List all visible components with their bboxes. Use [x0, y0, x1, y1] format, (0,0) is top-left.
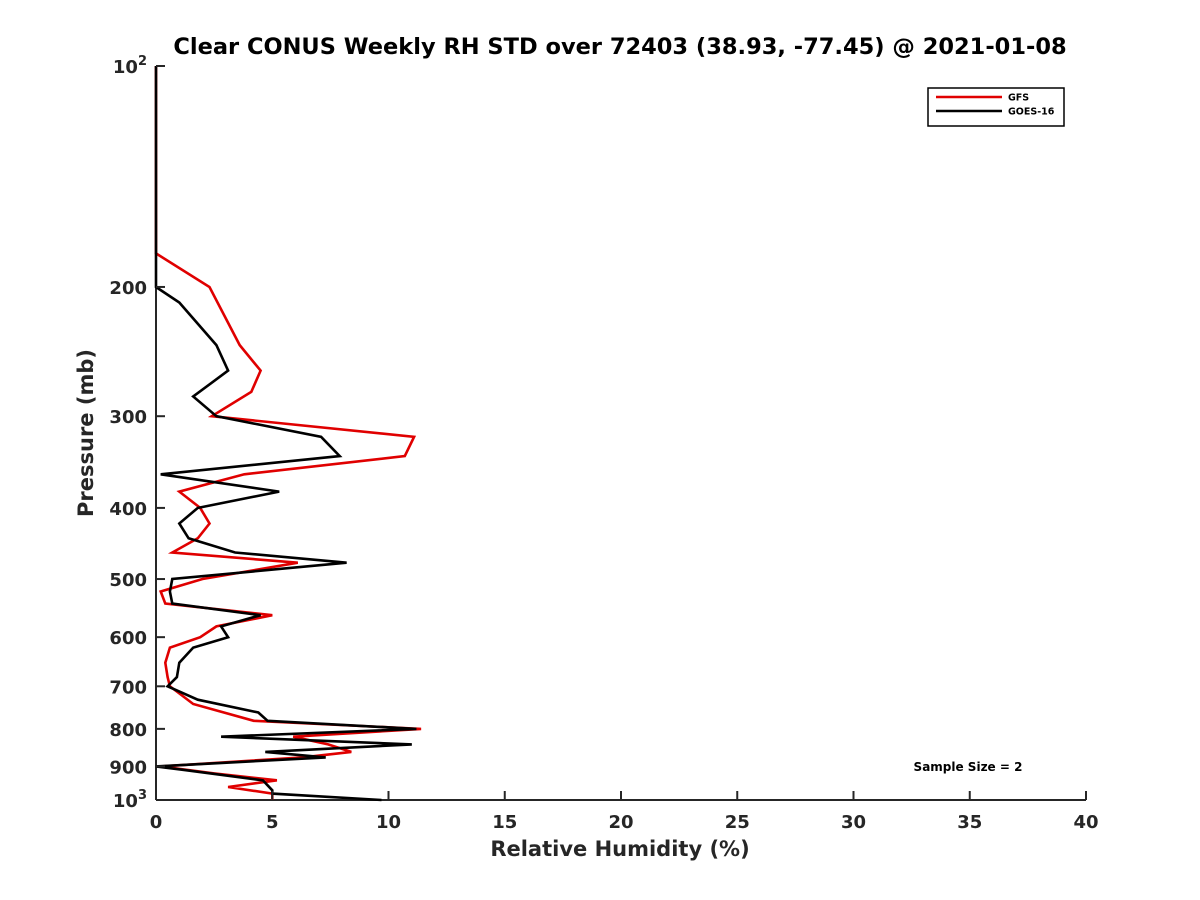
- series-line-gfs: [154, 66, 422, 800]
- x-tick-label: 20: [608, 812, 633, 833]
- y-axis: 102 200 300 400 500 600 700 800 900 103: [109, 54, 165, 812]
- y-tick-label: 200: [109, 278, 147, 299]
- x-tick-label: 10: [376, 812, 401, 833]
- x-tick-label: 25: [725, 812, 750, 833]
- y-tick-label: 700: [109, 677, 147, 698]
- y-tick-label: 500: [109, 570, 147, 591]
- x-tick-label: 40: [1073, 812, 1098, 833]
- y-tick-label: 400: [109, 499, 147, 520]
- y-tick-label: 102: [113, 54, 147, 78]
- x-tick-label: 15: [492, 812, 517, 833]
- x-tick-label: 35: [957, 812, 982, 833]
- chart-title: Clear CONUS Weekly RH STD over 72403 (38…: [173, 34, 1066, 60]
- y-tick-label: 600: [109, 628, 147, 649]
- series-layer: [154, 66, 422, 802]
- legend: GFS GOES-16: [927, 87, 1065, 127]
- sample-size-annotation: Sample Size = 2: [914, 760, 1023, 774]
- series-line-goes-16: [154, 66, 417, 802]
- legend-label: GFS: [1008, 93, 1029, 104]
- x-axis-label: Relative Humidity (%): [490, 837, 749, 861]
- x-tick-label: 0: [150, 812, 163, 833]
- x-axis: 0 5 10 15 20 25 30 35 40: [150, 791, 1099, 833]
- y-tick-label: 800: [109, 720, 147, 741]
- legend-box: [927, 87, 1065, 127]
- y-tick-label: 300: [109, 407, 147, 428]
- x-tick-label: 5: [266, 812, 279, 833]
- y-tick-label: 103: [113, 788, 147, 812]
- y-tick-label: 900: [109, 757, 147, 778]
- x-tick-label: 30: [841, 812, 866, 833]
- y-axis-label: Pressure (mb): [74, 349, 98, 517]
- legend-label: GOES-16: [1008, 107, 1055, 118]
